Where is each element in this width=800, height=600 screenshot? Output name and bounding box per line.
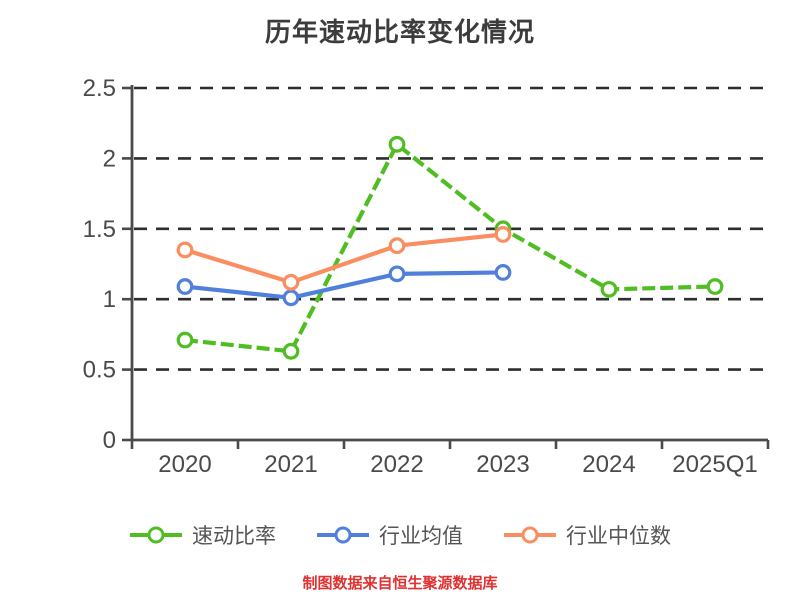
legend: 速动比率 行业均值 行业中位数 — [0, 520, 800, 550]
y-tick-label: 1 — [103, 286, 116, 313]
y-tick-label: 2.5 — [83, 75, 116, 102]
quick-ratio-line — [184, 142, 716, 354]
industry-average-marker — [282, 289, 300, 307]
quick-ratio-marker — [600, 280, 618, 298]
quick-ratio-marker — [282, 342, 300, 360]
legend-label-quick-ratio: 速动比率 — [192, 525, 276, 548]
legend-marker-icon — [317, 526, 369, 544]
industry-median-marker — [388, 237, 406, 255]
x-tick-label: 2025Q1 — [672, 451, 757, 478]
x-tick-label: 2023 — [476, 451, 529, 478]
quick-ratio-marker — [176, 331, 194, 349]
source-note: 制图数据来自恒生聚源数据库 — [302, 575, 498, 592]
quick-ratio-marker — [388, 135, 406, 153]
y-tick-label: 0.5 — [83, 357, 116, 384]
industry-average-line — [184, 270, 504, 300]
x-tick-label: 2022 — [370, 451, 423, 478]
x-tick-label: 2024 — [582, 451, 635, 478]
industry-average-marker — [176, 278, 194, 295]
industry-average-marker — [388, 265, 406, 283]
industry-median-marker — [282, 273, 300, 291]
x-tick-label: 2020 — [158, 451, 211, 478]
legend-label-industry-average: 行业均值 — [379, 525, 463, 548]
industry-average-marker — [494, 264, 512, 281]
legend-item-industry-median[interactable]: 行业中位数 — [503, 520, 671, 550]
legend-item-industry-average[interactable]: 行业均值 — [316, 520, 463, 550]
y-tick-label: 0 — [103, 427, 116, 454]
legend-marker-icon — [504, 526, 556, 544]
industry-median-line — [184, 232, 504, 285]
y-tick-label: 2 — [103, 145, 116, 172]
legend-item-quick-ratio[interactable]: 速动比率 — [129, 520, 276, 550]
industry-median-marker — [176, 241, 194, 259]
y-tick-label: 1.5 — [83, 216, 116, 243]
chart-title: 历年速动比率变化情况 — [264, 17, 535, 47]
industry-median-marker — [494, 226, 512, 243]
legend-marker-icon — [130, 526, 182, 544]
x-tick-label: 2021 — [264, 451, 317, 478]
quick-ratio-marker — [706, 278, 724, 295]
legend-label-industry-median: 行业中位数 — [566, 525, 671, 548]
